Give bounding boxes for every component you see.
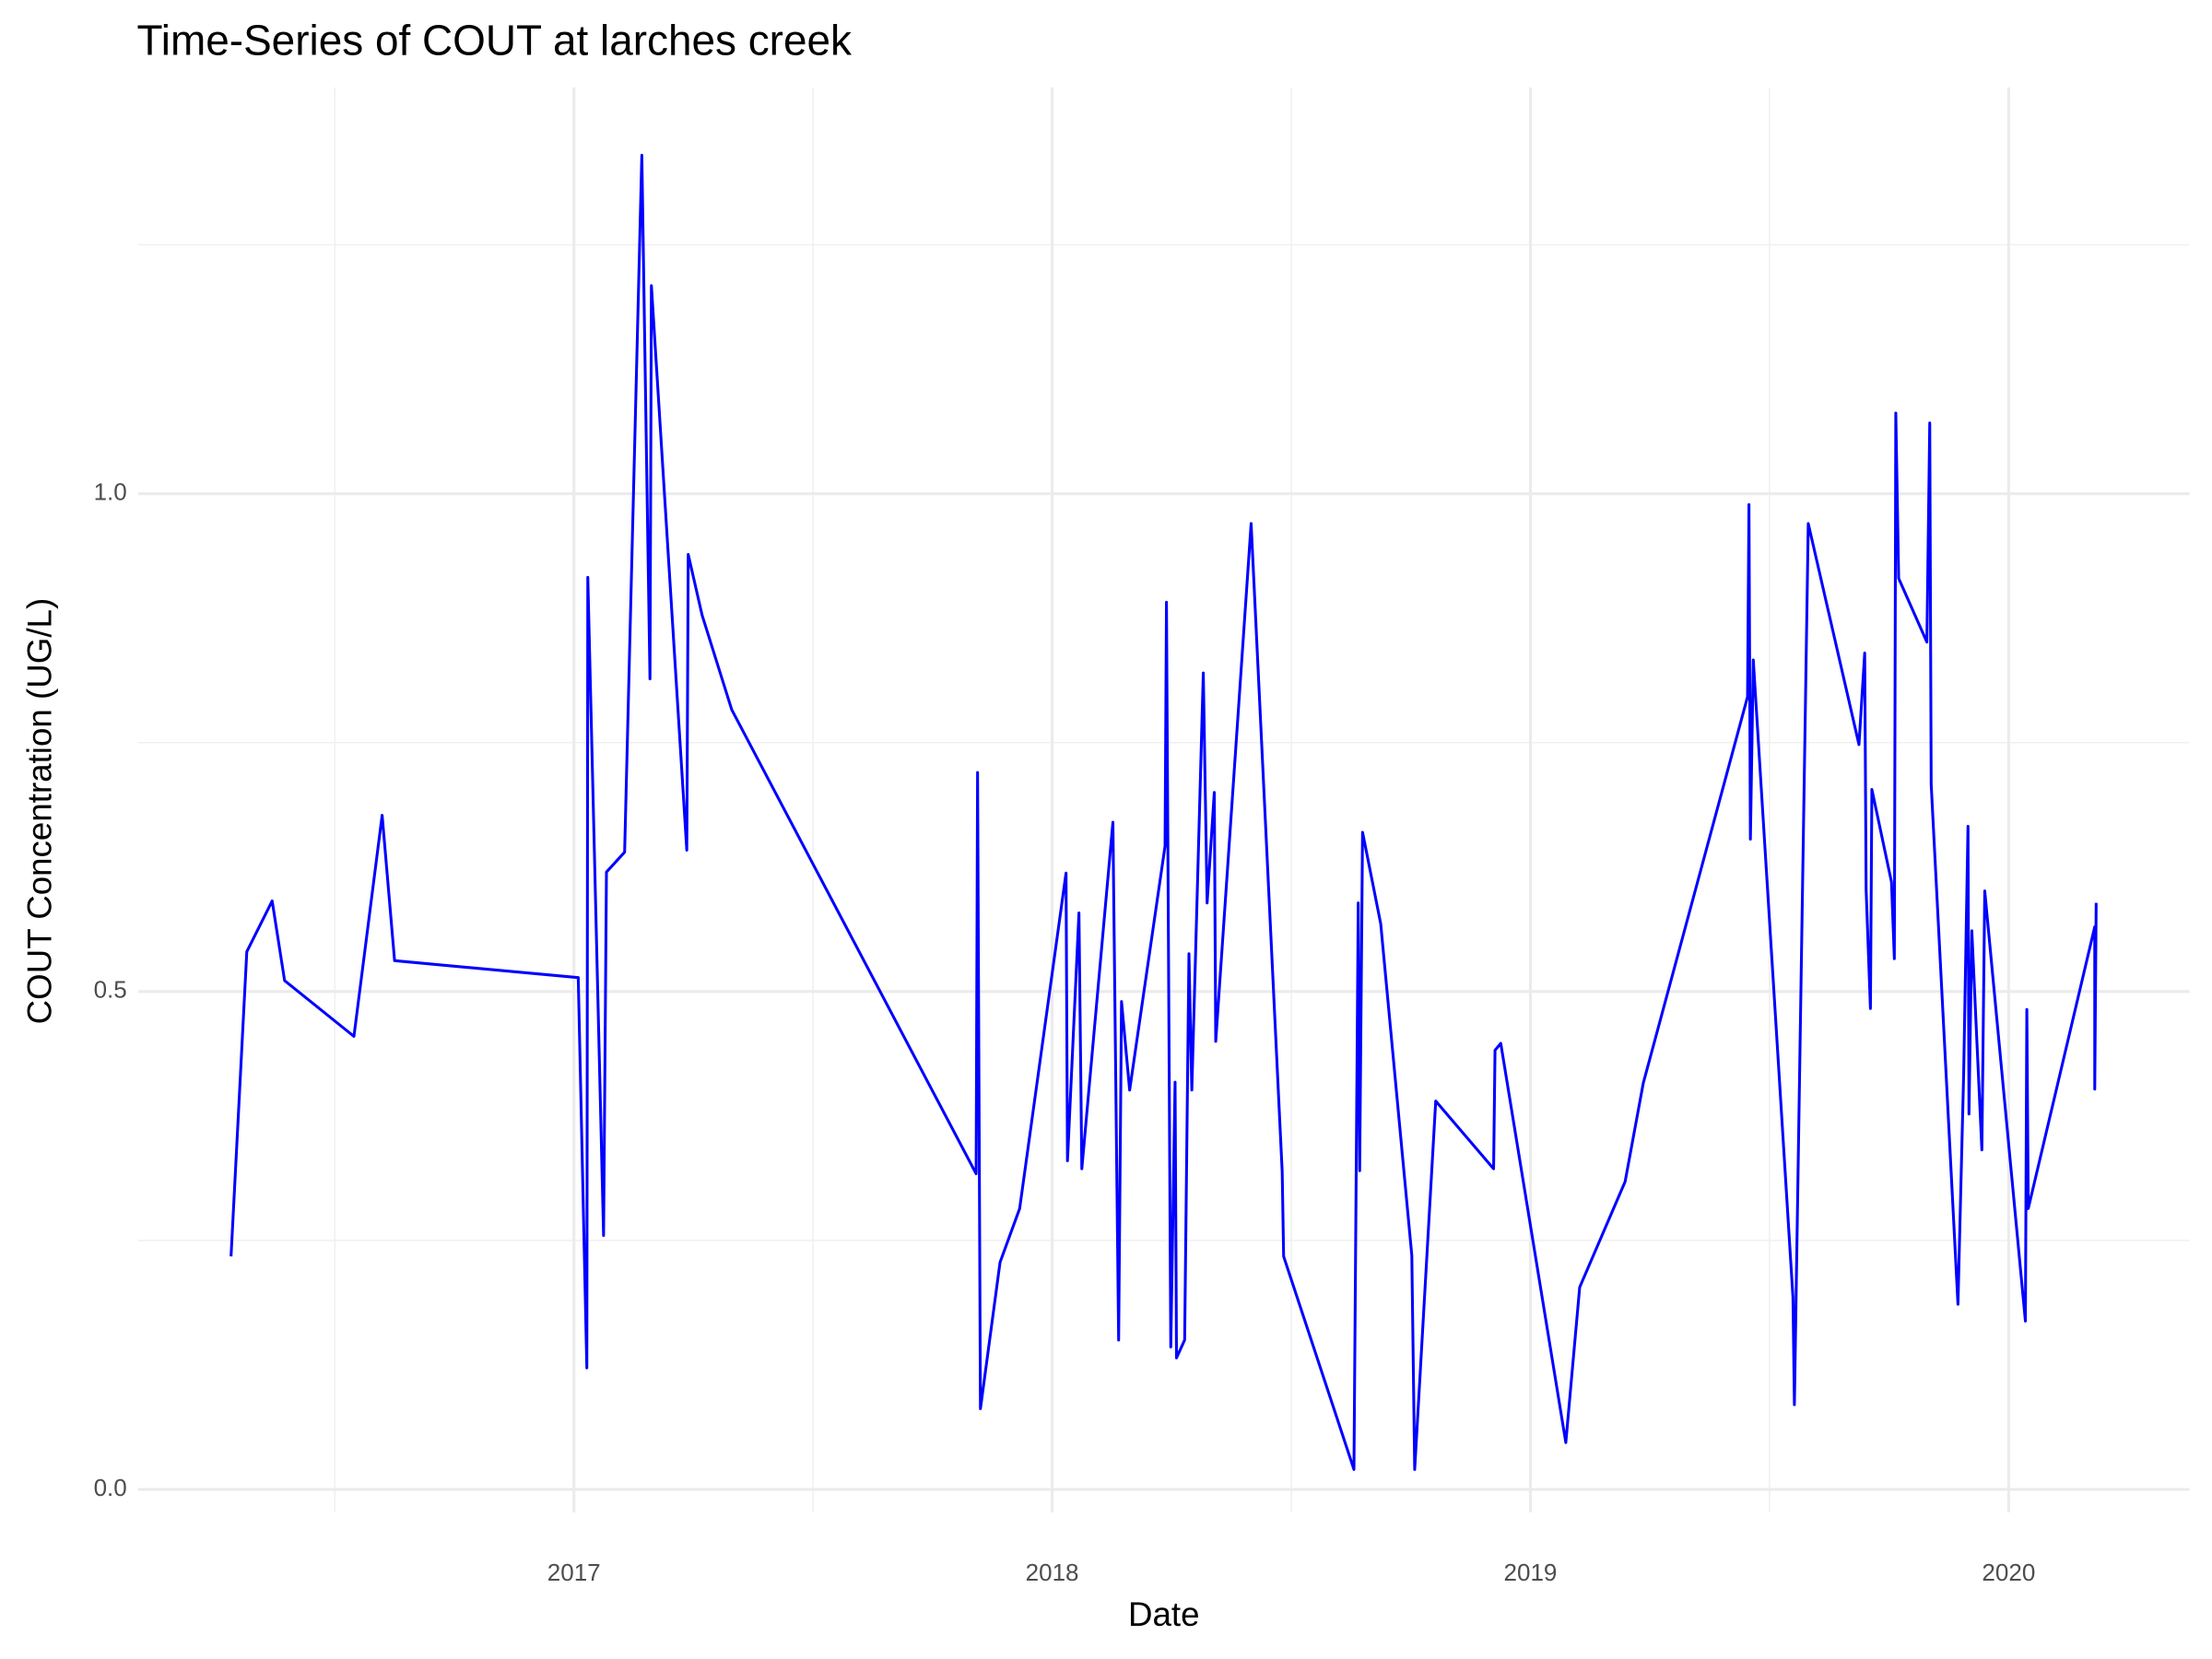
grid	[138, 87, 2190, 1512]
x-tick-label: 2017	[547, 1559, 601, 1586]
chart-title: Time-Series of COUT at larches creek	[136, 17, 853, 65]
plot-area	[229, 153, 2098, 1471]
y-tick-label: 0.0	[94, 1474, 127, 1501]
x-axis-title: Date	[1128, 1595, 1200, 1633]
data-line	[229, 153, 2098, 1471]
y-tick-label: 1.0	[94, 478, 127, 506]
x-tick-label: 2019	[1504, 1559, 1558, 1586]
x-tick-label: 2018	[1026, 1559, 1079, 1586]
y-axis-title: COUT Concentration (UG/L)	[21, 598, 59, 1025]
y-tick-label: 0.5	[94, 976, 127, 1004]
x-tick-label: 2020	[1982, 1559, 2035, 1586]
